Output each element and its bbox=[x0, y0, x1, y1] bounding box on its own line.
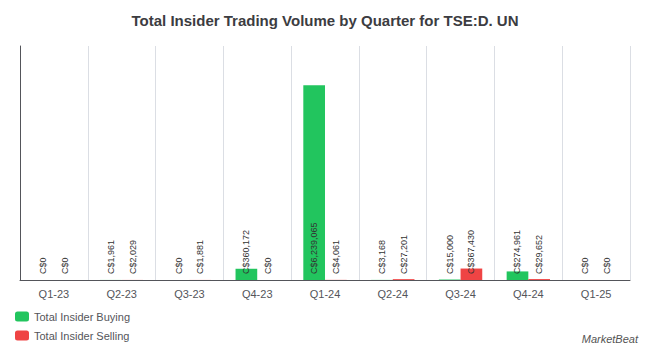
svg-text:C$367,430: C$367,430 bbox=[466, 230, 476, 274]
svg-text:Q3-24: Q3-24 bbox=[445, 288, 476, 300]
svg-text:Q1-24: Q1-24 bbox=[310, 288, 341, 300]
svg-text:Q4-24: Q4-24 bbox=[513, 288, 544, 300]
svg-text:C$1,881: C$1,881 bbox=[195, 240, 205, 274]
svg-text:Total Insider Selling: Total Insider Selling bbox=[34, 330, 129, 342]
svg-text:Total Insider Buying: Total Insider Buying bbox=[34, 311, 130, 323]
svg-text:Q1-25: Q1-25 bbox=[581, 288, 612, 300]
svg-text:C$29,652: C$29,652 bbox=[534, 235, 544, 274]
svg-text:Total Insider Trading Volume b: Total Insider Trading Volume by Quarter … bbox=[132, 12, 519, 29]
svg-text:Q2-23: Q2-23 bbox=[106, 288, 137, 300]
svg-text:C$3,168: C$3,168 bbox=[377, 240, 387, 274]
svg-text:Q3-23: Q3-23 bbox=[174, 288, 205, 300]
svg-text:C$0: C$0 bbox=[602, 257, 612, 274]
svg-text:Q2-24: Q2-24 bbox=[377, 288, 408, 300]
svg-text:C$27,201: C$27,201 bbox=[399, 235, 409, 274]
svg-text:Q1-23: Q1-23 bbox=[39, 288, 70, 300]
svg-text:C$0: C$0 bbox=[38, 257, 48, 274]
svg-text:C$0: C$0 bbox=[174, 257, 184, 274]
svg-text:C$360,172: C$360,172 bbox=[241, 230, 251, 274]
svg-text:Q4-23: Q4-23 bbox=[242, 288, 273, 300]
svg-text:MarketBeat: MarketBeat bbox=[582, 333, 639, 345]
svg-text:C$1,961: C$1,961 bbox=[106, 240, 116, 274]
svg-text:C$15,000: C$15,000 bbox=[445, 235, 455, 274]
svg-text:C$0: C$0 bbox=[60, 257, 70, 274]
svg-text:C$0: C$0 bbox=[580, 257, 590, 274]
svg-text:C$4,061: C$4,061 bbox=[331, 240, 341, 274]
svg-text:C$274,961: C$274,961 bbox=[512, 230, 522, 274]
svg-text:C$0: C$0 bbox=[263, 257, 273, 274]
svg-text:C$6,239,065: C$6,239,065 bbox=[309, 222, 319, 274]
svg-text:C$2,029: C$2,029 bbox=[128, 240, 138, 274]
